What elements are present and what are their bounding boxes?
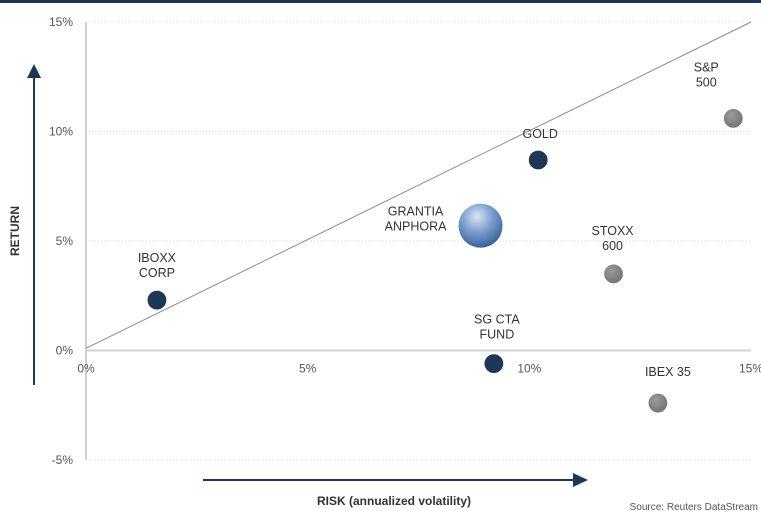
y-tick-label: -5% bbox=[52, 453, 74, 467]
axis-layer: -5% 0% 5% 10% 15% 0% 5% 10% 15% bbox=[49, 15, 761, 467]
point-label: CORP bbox=[139, 266, 175, 280]
data-point bbox=[602, 263, 625, 285]
x-tick-label: 10% bbox=[517, 362, 541, 376]
point-label: IBOXX bbox=[138, 251, 177, 265]
title-layer: RETURN RISK (annualized volatility) Sour… bbox=[8, 206, 758, 511]
trend-layer bbox=[85, 21, 752, 349]
point-label: GOLD bbox=[522, 127, 557, 141]
point-label: STOXX bbox=[591, 224, 634, 238]
grid-layer bbox=[86, 21, 751, 461]
y-tick-label: 10% bbox=[49, 125, 73, 139]
data-point bbox=[483, 353, 505, 375]
y-axis-title: RETURN bbox=[8, 206, 22, 256]
point-label: SG CTA bbox=[474, 313, 520, 327]
x-tick-label: 5% bbox=[299, 362, 317, 376]
data-point bbox=[458, 203, 503, 248]
point-layer bbox=[146, 107, 744, 414]
point-label: S&P bbox=[694, 60, 719, 74]
data-point bbox=[527, 149, 549, 171]
y-tick-label: 5% bbox=[56, 234, 74, 248]
top-border bbox=[0, 0, 761, 3]
point-label: FUND bbox=[480, 328, 515, 342]
point-label: GRANTIA bbox=[388, 205, 444, 219]
point-label: 500 bbox=[696, 75, 717, 89]
y-tick-label: 0% bbox=[56, 344, 74, 358]
x-tick-label: 0% bbox=[77, 362, 95, 376]
arrow-layer bbox=[27, 64, 588, 487]
data-point bbox=[146, 289, 168, 311]
y-arrow-head bbox=[27, 64, 41, 78]
data-point bbox=[722, 107, 744, 129]
x-tick-label: 15% bbox=[739, 362, 761, 376]
point-label: ANPHORA bbox=[385, 220, 447, 234]
trend-line bbox=[85, 21, 752, 349]
point-label: 600 bbox=[602, 239, 623, 253]
data-point bbox=[647, 392, 669, 414]
y-tick-label: 15% bbox=[49, 15, 73, 29]
source-note: Source: Reuters DataStream bbox=[630, 502, 758, 511]
x-axis-title: RISK (annualized volatility) bbox=[317, 494, 471, 508]
point-label: IBEX 35 bbox=[645, 365, 691, 379]
x-arrow-head bbox=[573, 473, 588, 487]
